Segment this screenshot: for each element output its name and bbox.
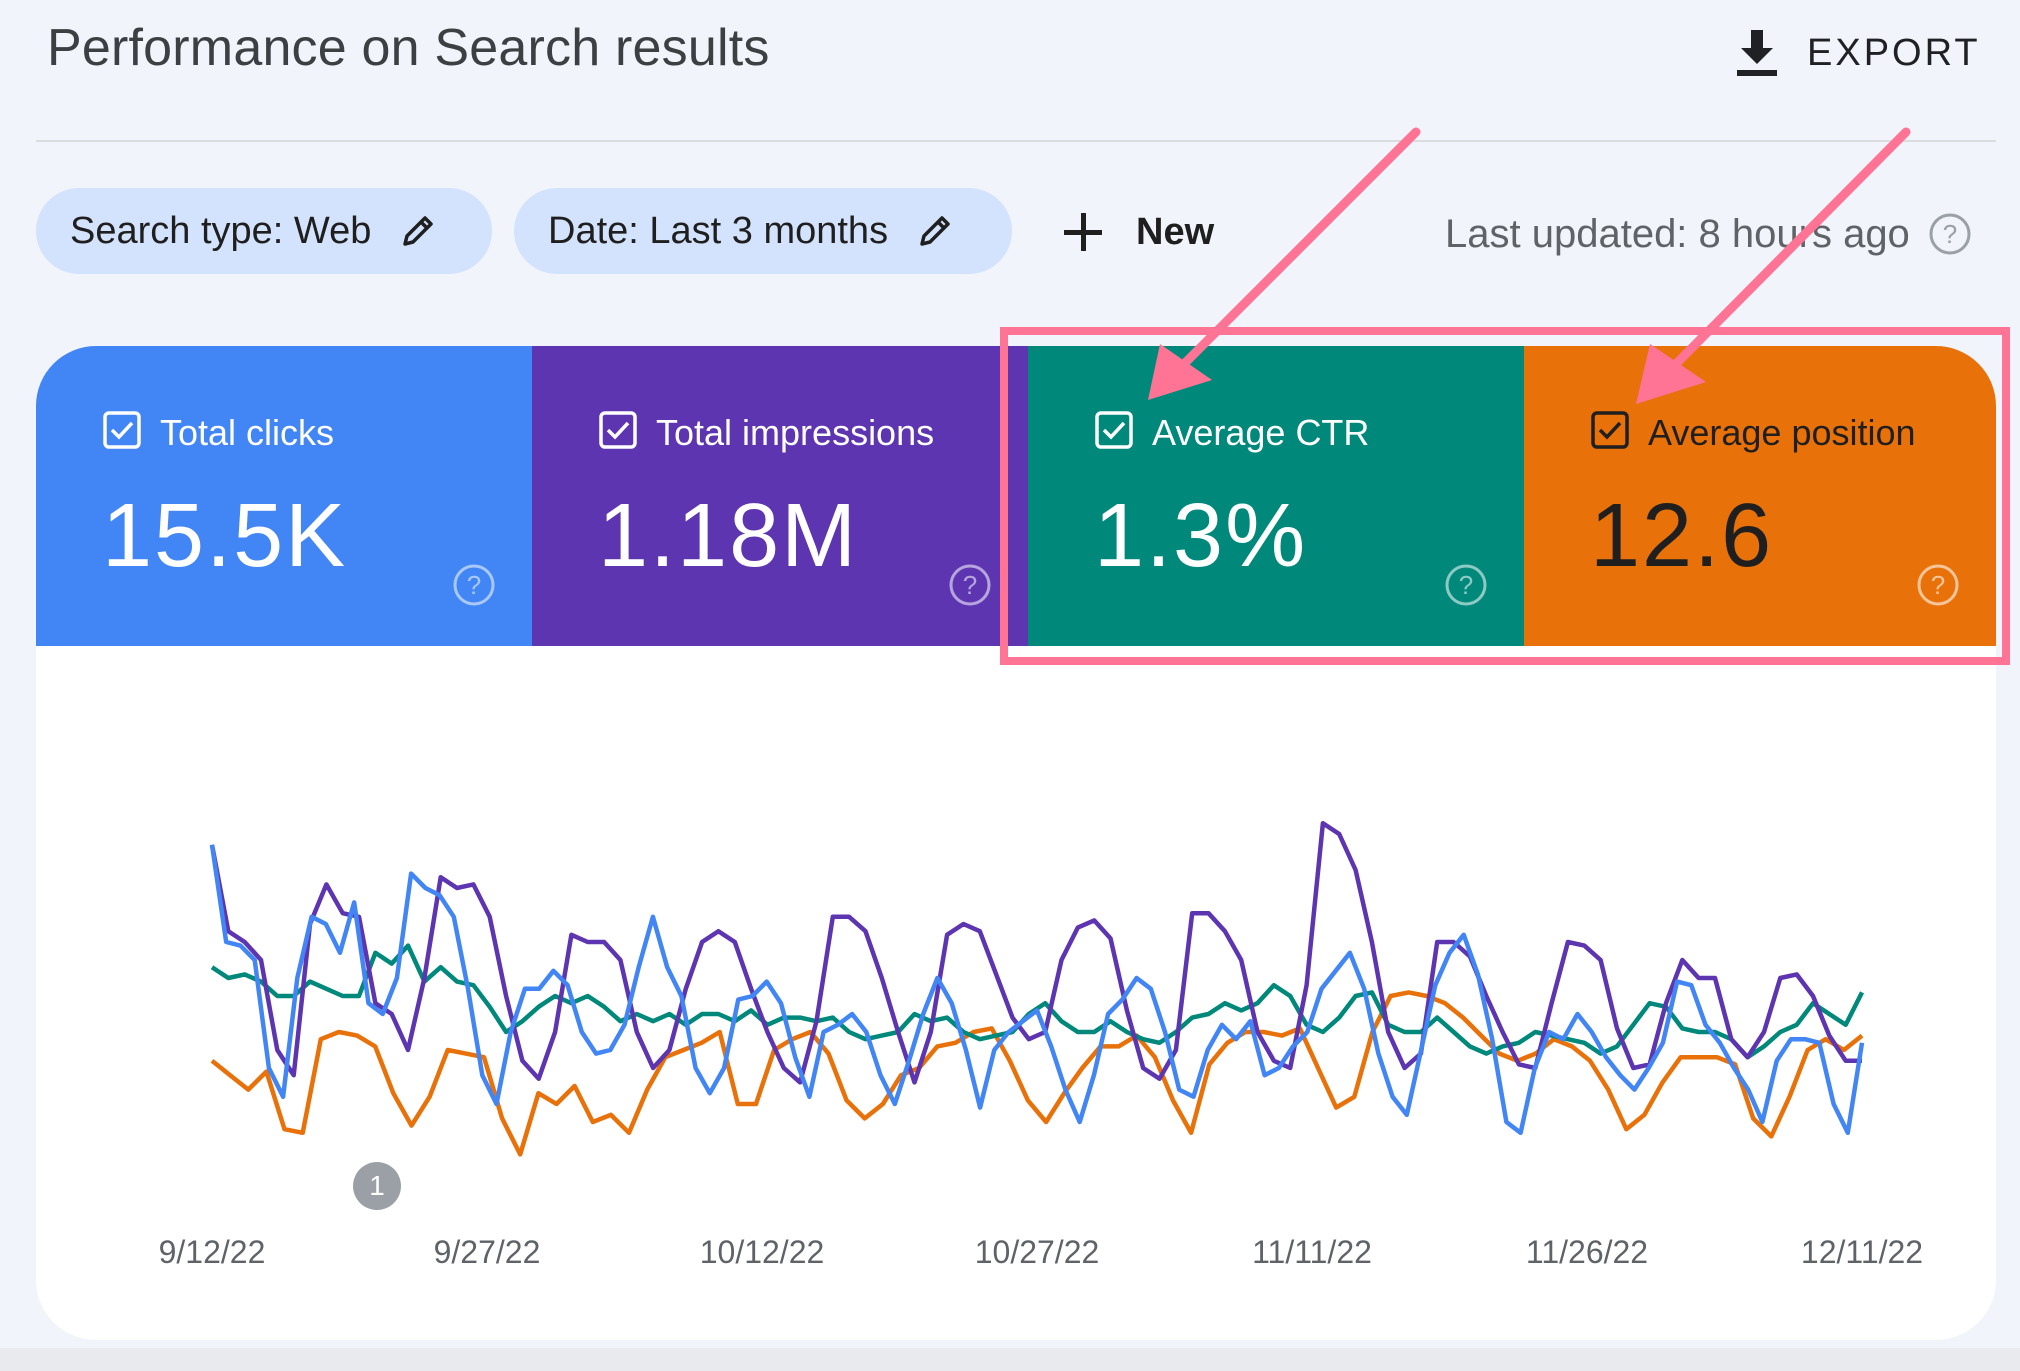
pencil-icon [403, 216, 434, 246]
x-tick-label: 10/27/22 [974, 1234, 1100, 1270]
date-chip-label: Date: Last 3 months [548, 209, 889, 252]
metric-value: 15.5K [102, 486, 348, 586]
search-type-filter-chip[interactable]: Search type: Web [36, 188, 492, 274]
series-line-average-position [210, 990, 1864, 1157]
checkbox-icon[interactable] [1590, 410, 1630, 455]
x-tick-label: 11/26/22 [1525, 1234, 1649, 1270]
help-icon[interactable]: ? [1916, 563, 1960, 612]
series-line-total-clicks [209, 844, 1865, 1136]
checkbox-icon[interactable] [102, 410, 142, 455]
metric-card-average-position[interactable]: Average position 12.6 ? [1524, 346, 1996, 646]
export-button[interactable]: EXPORT [1735, 20, 1981, 86]
metric-card-average-ctr[interactable]: Average CTR 1.3% ? [1028, 346, 1524, 646]
download-icon [1737, 30, 1777, 76]
performance-panel: Total clicks 15.5K ? Total impressions 1… [36, 346, 1996, 1340]
metric-label: Average CTR [1152, 411, 1370, 453]
help-icon[interactable]: ? [1444, 563, 1488, 612]
metric-value: 1.3% [1094, 486, 1308, 586]
metric-value: 12.6 [1590, 486, 1774, 586]
x-tick-label: 9/27/22 [433, 1234, 541, 1270]
metric-card-total-clicks[interactable]: Total clicks 15.5K ? [36, 346, 532, 646]
header-divider [36, 140, 1996, 142]
date-filter-chip[interactable]: Date: Last 3 months [514, 188, 1012, 274]
x-tick-label: 11/11/22 [1252, 1234, 1372, 1270]
pencil-icon [920, 216, 950, 246]
metric-value: 1.18M [598, 486, 859, 586]
metric-label: Total clicks [160, 411, 335, 453]
metric-card-total-impressions[interactable]: Total impressions 1.18M ? [532, 346, 1028, 646]
plus-icon [1064, 213, 1102, 251]
svg-text:?: ? [467, 570, 481, 600]
annotation-marker[interactable]: 1 [353, 1162, 401, 1210]
svg-text:?: ? [1931, 570, 1945, 600]
series-line-total-impressions [209, 820, 1862, 1085]
series-line-average-ctr [210, 943, 1865, 1060]
x-tick-label: 9/12/22 [158, 1234, 266, 1270]
export-label: EXPORT [1807, 31, 1981, 74]
svg-text:?: ? [1459, 570, 1473, 600]
search-type-chip-label: Search type: Web [70, 209, 372, 252]
checkbox-icon[interactable] [598, 410, 638, 455]
help-icon[interactable]: ? [452, 563, 496, 612]
page-title: Performance on Search results [47, 19, 770, 77]
svg-text:?: ? [963, 570, 977, 600]
help-icon[interactable]: ? [948, 563, 992, 612]
svg-text:?: ? [1943, 219, 1957, 249]
checkbox-icon[interactable] [1094, 410, 1134, 455]
metric-label: Total impressions [656, 411, 935, 453]
x-tick-label: 10/12/22 [699, 1234, 825, 1270]
x-tick-label: 12/11/22 [1800, 1234, 1924, 1270]
bottom-strip [0, 1348, 2020, 1371]
metric-label: Average position [1648, 411, 1916, 453]
help-icon[interactable]: ? [1928, 212, 1972, 256]
